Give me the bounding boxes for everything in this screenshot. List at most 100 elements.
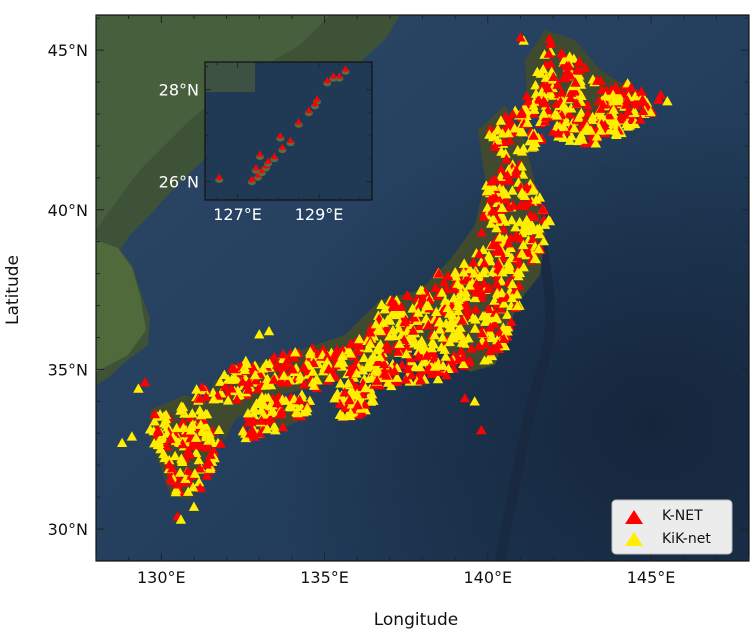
kiknet-station-marker [392,372,403,382]
kiknet-station-marker [286,402,297,412]
kiknet-station-marker [155,443,166,454]
kiknet-station-marker [358,352,370,362]
kiknet-station-marker [116,437,128,447]
knet-station-marker [408,312,420,322]
kiknet-station-marker [278,370,290,380]
kiknet-station-marker [515,126,526,136]
knet-station-marker [161,441,172,451]
kiknet-station-marker [382,314,393,324]
kiknet-station-marker [469,396,480,406]
kiknet-station-marker [503,164,514,174]
knet-station-marker [379,359,390,369]
kiknet-station-marker [153,436,165,446]
kiknet-station-marker [595,125,606,135]
knet-station-marker [459,393,471,403]
knet-station-marker [565,87,577,97]
kiknet-station-marker [307,366,319,376]
kiknet-station-marker [365,338,376,348]
kiknet-station-marker [455,287,466,297]
kiknet-station-marker [516,248,528,258]
kiknet-station-marker [645,106,656,117]
knet-station-marker [194,482,206,493]
kiknet-station-marker [629,118,641,129]
kiknet-station-marker [487,266,498,277]
kiknet-station-marker [543,214,554,225]
knet-station-marker [556,48,567,58]
kiknet-station-marker [254,329,265,339]
kiknet-station-marker [171,422,182,433]
knet-station-marker [476,424,487,435]
kiknet-station-marker [512,267,523,277]
knet-station-marker [593,95,605,106]
kiknet-station-marker [486,350,498,361]
kiknet-station-marker [374,351,385,361]
knet-station-marker [250,375,261,385]
kiknet-station-marker [368,395,379,405]
inset-knet-station-marker [311,99,319,107]
knet-station-marker [476,292,487,302]
inset-map-panel: 127°E 129°E 26°N 28°N [159,61,373,224]
kiknet-station-marker [436,287,448,297]
kiknet-station-marker [439,344,450,354]
inset-knet-station-marker [335,72,343,79]
kiknet-station-marker [203,435,214,445]
knet-station-marker [269,351,280,362]
knet-station-marker [562,65,573,75]
main-map-ticks: 130°E 135°E 140°E 145°E 30°N 35°N 40°N 45°N [48,15,750,587]
knet-station-marker [194,463,206,473]
kiknet-station-marker [488,130,499,140]
kiknet-station-marker [569,123,580,133]
kiknet-station-marker [611,129,622,139]
kiknet-station-marker [479,264,490,274]
knet-station-marker [456,345,467,356]
knet-station-marker [476,287,487,297]
knet-station-marker [294,394,305,405]
kiknet-station-marker [506,292,518,303]
kiknet-station-marker [257,363,269,373]
knet-station-marker [636,86,647,96]
y-tick-label: 30°N [48,520,88,539]
kiknet-station-marker [491,222,502,233]
kiknet-station-marker [529,253,541,263]
kiknet-station-marker [434,324,446,334]
kiknet-station-marker [610,116,621,127]
kiknet-station-marker [268,406,279,416]
kiknet-station-marker [414,362,426,372]
kiknet-station-marker [490,312,502,322]
knet-station-marker [476,328,488,338]
knet-station-marker [413,350,424,361]
legend-label-kiknet: KiK-net [662,531,711,547]
kiknet-station-marker [370,365,381,375]
kiknet-station-marker [144,424,156,434]
knet-station-marker [592,75,603,85]
knet-station-marker [215,438,226,448]
kiknet-station-marker [453,299,464,309]
kiknet-station-marker [453,305,464,316]
kiknet-station-marker [518,239,529,250]
knet-station-marker [543,48,554,58]
inset-map-frame [204,61,373,201]
knet-station-marker [604,110,615,120]
knet-station-marker [493,258,504,268]
kiknet-station-marker [585,125,597,135]
knet-station-marker [537,204,548,214]
kiknet-station-marker [367,351,379,361]
kiknet-station-marker [429,329,440,340]
knet-station-marker [492,270,503,280]
kiknet-station-marker [565,103,577,113]
kiknet-station-marker [416,344,428,355]
kiknet-station-marker [393,307,404,317]
kiknet-station-marker [534,223,545,233]
kiknet-station-marker [590,138,601,148]
knet-station-marker [474,248,485,259]
knet-station-marker [582,99,593,110]
knet-station-marker [489,192,500,203]
knet-station-marker [595,103,607,113]
knet-station-marker [281,355,293,366]
kiknet-station-marker [495,115,507,125]
kiknet-station-marker [170,486,181,497]
kiknet-station-marker [662,96,673,106]
knet-station-marker [318,344,329,354]
kiknet-station-marker [498,298,510,308]
inset-knet-station-marker [342,65,350,72]
